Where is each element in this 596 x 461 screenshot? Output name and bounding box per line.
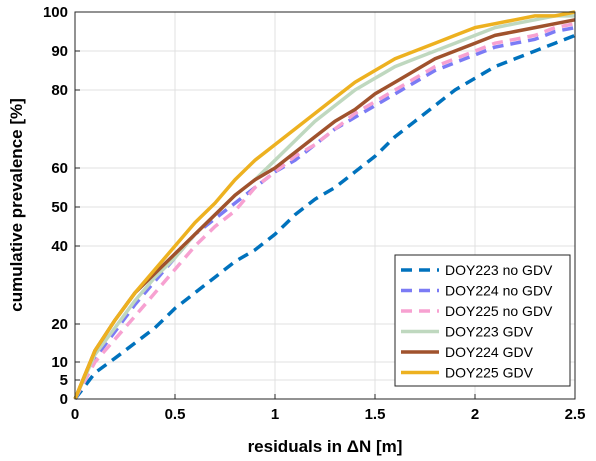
- legend-entry-label: DOY223 no GDV: [445, 262, 553, 278]
- legend-entry-label: DOY224 GDV: [445, 344, 534, 360]
- y-tick-label: 50: [51, 199, 68, 216]
- y-tick-label: 100: [43, 4, 68, 21]
- x-tick-label: 0: [71, 406, 79, 423]
- series-line-doy223-no-gdv: [73, 33, 576, 401]
- series-line-doy224-gdv: [73, 18, 576, 400]
- x-axis-ticks: 0 0.5 1 1.5 2 2.5: [71, 394, 586, 423]
- x-tick-label: 2: [471, 406, 479, 423]
- x-tick-label: 2.5: [565, 406, 586, 423]
- y-axis-ticks: 0 510 20 40 50 60 80 90 100: [43, 4, 80, 408]
- legend-entry-label: DOY225 GDV: [445, 365, 534, 381]
- x-tick-label: 0.5: [165, 406, 186, 423]
- y-tick-label: 90: [51, 43, 68, 60]
- x-tick-label: 1.5: [365, 406, 386, 423]
- series-line-doy225-gdv: [73, 10, 576, 400]
- plot-area-frame: [74, 11, 576, 400]
- legend: DOY223 no GDV DOY224 no GDV DOY225 no GDV D…: [394, 254, 571, 387]
- y-tick-label: 0: [60, 391, 68, 408]
- legend-box: [394, 254, 571, 387]
- y-tick-label: 5: [60, 372, 68, 389]
- y-axis-label: cumulative prevalence [%]: [7, 98, 26, 312]
- legend-entry-label: DOY225 no GDV: [445, 303, 553, 319]
- y-tick-label: 80: [51, 82, 68, 99]
- legend-entry-label: DOY224 no GDV: [445, 283, 553, 299]
- series-lines: [73, 10, 576, 401]
- series-line-doy223-gdv: [73, 14, 575, 400]
- y-tick-label: 20: [51, 316, 68, 333]
- legend-entry-label: DOY223 GDV: [445, 324, 534, 340]
- y-tick-label: 10: [51, 354, 68, 371]
- x-axis-label: residuals in ΔN [m]: [248, 437, 403, 456]
- y-tick-label: 40: [51, 238, 68, 255]
- x-tick-label: 1: [271, 406, 279, 423]
- series-line-doy225-no-gdv: [73, 21, 576, 400]
- y-tick-label: 60: [51, 160, 68, 177]
